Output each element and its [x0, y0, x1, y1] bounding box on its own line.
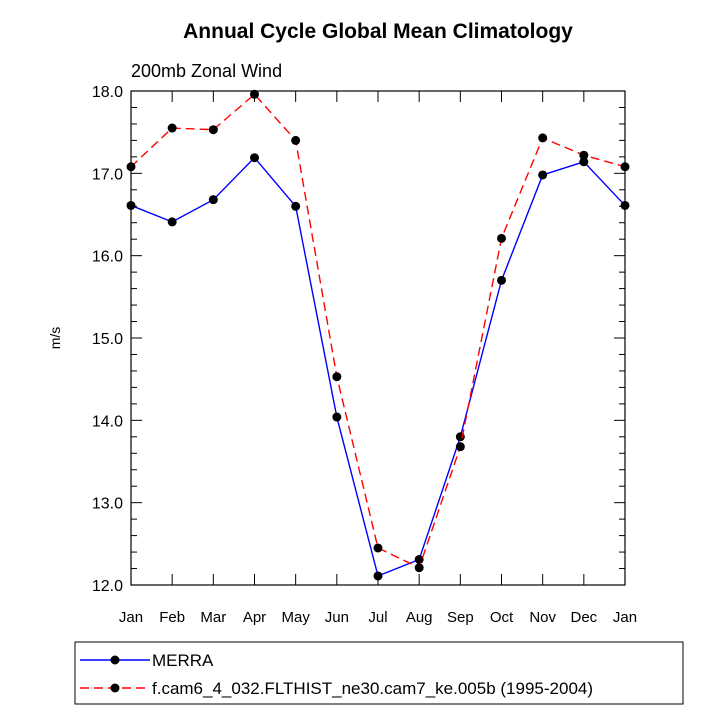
x-tick-label: Dec	[570, 609, 597, 626]
data-point	[167, 217, 177, 227]
data-point	[126, 162, 136, 172]
x-tick-label: Mar	[200, 609, 226, 626]
y-tick-label: 16.0	[92, 249, 123, 266]
data-point	[167, 123, 177, 133]
data-point	[373, 571, 383, 581]
data-point	[414, 563, 424, 573]
data-point	[291, 201, 301, 211]
series-line	[130, 156, 626, 577]
data-point	[332, 372, 342, 382]
x-tick-label: Sep	[447, 609, 474, 626]
data-point	[579, 150, 589, 160]
data-point	[455, 442, 465, 452]
data-point	[620, 162, 630, 172]
legend-box	[74, 641, 684, 705]
data-point	[538, 133, 548, 143]
y-tick-label: 18.0	[92, 84, 123, 101]
data-point	[208, 125, 218, 135]
y-tick-label: 17.0	[92, 166, 123, 183]
data-point	[579, 157, 589, 167]
x-tick-label: Feb	[159, 609, 185, 626]
x-tick-label: May	[281, 609, 310, 626]
x-tick-label: Jan	[119, 609, 143, 626]
legend-marker	[110, 683, 120, 693]
data-point	[291, 135, 301, 145]
axis-ticks: 12.0 13.0 14.0 15.0 16.0 17.0 18.0 Jan Feb Mar Apr…	[92, 84, 637, 626]
x-tick-label: Oct	[490, 609, 514, 626]
series-layer	[126, 89, 630, 581]
data-point	[126, 200, 136, 210]
data-point	[250, 89, 259, 99]
legend-marker	[110, 655, 120, 665]
x-tick-label: Jun	[325, 609, 349, 626]
x-tick-label: Apr	[243, 609, 266, 626]
legend-label: f.cam6_4_032.FLTHIST_ne30.cam7_ke.005b (…	[152, 679, 593, 698]
data-point	[497, 275, 506, 285]
data-point	[373, 543, 383, 553]
chart-title: Annual Cycle Global Mean Climatology	[183, 20, 573, 43]
x-tick-label: Nov	[529, 609, 556, 626]
y-tick-label: 13.0	[92, 496, 123, 513]
chart-subtitle: 200mb Zonal Wind	[131, 61, 282, 81]
legend-label: MERRA	[152, 651, 214, 670]
legend: MERRA f.cam6_4_032.FLTHIST_ne30.cam7_ke.0…	[80, 651, 593, 698]
x-tick-label: Jan	[613, 609, 637, 626]
data-point	[497, 233, 506, 243]
x-tick-label: Jul	[368, 609, 387, 626]
data-point	[250, 153, 259, 163]
series-line	[130, 93, 626, 569]
plot-frame	[130, 90, 626, 586]
y-tick-label: 12.0	[92, 578, 123, 595]
data-point	[414, 554, 424, 564]
data-point	[332, 412, 342, 422]
y-axis-label: m/s	[47, 327, 63, 350]
y-tick-label: 15.0	[92, 331, 123, 348]
data-point	[208, 195, 218, 205]
data-point	[538, 170, 548, 180]
y-tick-label: 14.0	[92, 413, 123, 430]
x-tick-label: Aug	[406, 609, 433, 626]
data-point	[620, 200, 630, 210]
